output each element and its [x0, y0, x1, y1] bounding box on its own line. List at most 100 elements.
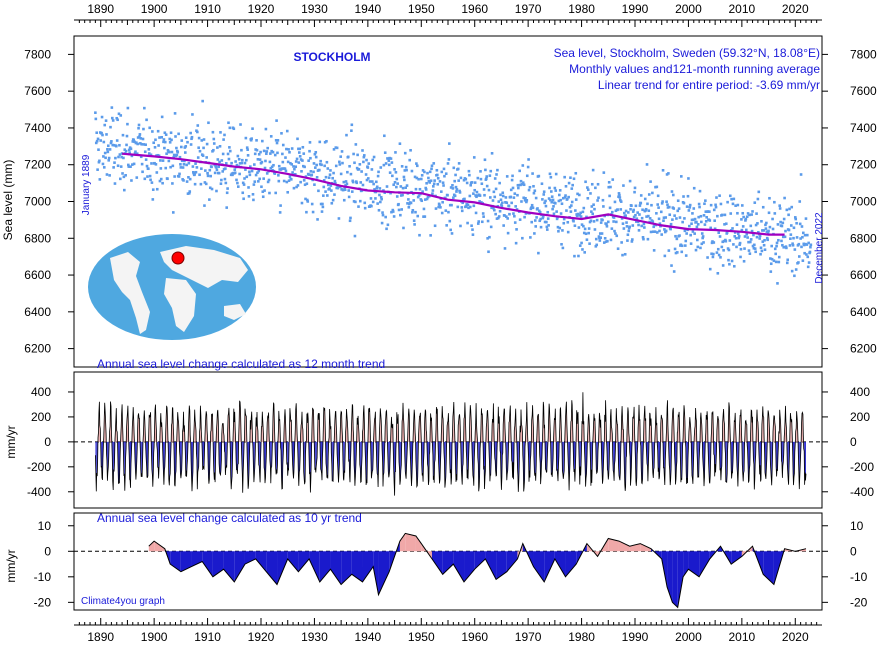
- monthly-sea-level-point: [193, 173, 196, 176]
- monthly-sea-level-point: [777, 255, 781, 259]
- monthly-sea-level-point: [416, 214, 420, 218]
- trend-10-yr-fill-segment: [378, 551, 390, 595]
- monthly-sea-level-point: [110, 106, 114, 109]
- monthly-sea-level-point: [178, 172, 181, 176]
- monthly-sea-level-point: [705, 215, 708, 219]
- panel-title-10-yr: Annual sea level change calculated as 10…: [97, 511, 362, 525]
- monthly-sea-level-point: [447, 158, 451, 161]
- monthly-sea-level-point: [275, 141, 279, 145]
- monthly-sea-level-point: [406, 202, 409, 205]
- monthly-sea-level-point: [669, 227, 672, 231]
- monthly-sea-level-point: [680, 175, 683, 178]
- monthly-sea-level-point: [226, 152, 230, 156]
- monthly-sea-level-point: [222, 138, 225, 141]
- monthly-sea-level-point: [208, 186, 212, 190]
- monthly-sea-level-point: [516, 193, 519, 197]
- monthly-sea-level-point: [790, 269, 794, 273]
- monthly-sea-level-point: [142, 143, 146, 146]
- monthly-sea-level-point: [459, 176, 463, 180]
- monthly-sea-level-point: [227, 157, 231, 161]
- monthly-sea-level-point: [113, 182, 117, 185]
- monthly-sea-level-point: [769, 262, 773, 266]
- monthly-sea-level-point: [563, 196, 567, 199]
- monthly-sea-level-point: [285, 129, 289, 133]
- monthly-sea-level-point: [601, 218, 604, 222]
- monthly-sea-level-point: [351, 180, 355, 184]
- monthly-sea-level-point: [293, 173, 297, 176]
- monthly-sea-level-point: [295, 185, 298, 189]
- monthly-sea-level-point: [439, 206, 442, 209]
- monthly-sea-level-point: [717, 231, 721, 235]
- monthly-sea-level-point: [761, 205, 765, 209]
- monthly-sea-level-point: [638, 204, 642, 207]
- monthly-sea-level-point: [733, 231, 737, 234]
- monthly-sea-level-point: [410, 169, 414, 173]
- monthly-sea-level-point: [389, 191, 392, 195]
- monthly-sea-level-point: [597, 235, 601, 238]
- monthly-sea-level-point: [667, 172, 670, 175]
- monthly-sea-level-point: [515, 208, 519, 211]
- monthly-sea-level-point: [419, 177, 423, 181]
- monthly-sea-level-point: [148, 126, 151, 130]
- monthly-sea-level-point: [98, 178, 102, 181]
- monthly-sea-level-point: [657, 217, 661, 221]
- trend-12-month-y-tick-label-left: -200: [27, 460, 51, 474]
- monthly-sea-level-point: [440, 170, 444, 174]
- monthly-sea-level-point: [372, 155, 376, 159]
- monthly-sea-level-point: [97, 160, 101, 164]
- monthly-sea-level-point: [269, 152, 272, 155]
- monthly-sea-level-point: [403, 178, 406, 182]
- trend-10-yr-y-tick-label-left: -10: [34, 570, 52, 584]
- monthly-sea-level-point: [157, 154, 161, 158]
- monthly-sea-level-point: [780, 239, 783, 243]
- monthly-sea-level-point: [95, 139, 99, 143]
- monthly-sea-level-point: [561, 229, 564, 232]
- monthly-sea-level-point: [289, 161, 292, 165]
- sea-level-y-tick-label-left: 6800: [24, 231, 51, 245]
- monthly-sea-level-point: [414, 210, 417, 214]
- monthly-sea-level-point: [732, 264, 736, 268]
- monthly-sea-level-point: [520, 200, 523, 203]
- monthly-sea-level-point: [687, 177, 690, 180]
- monthly-sea-level-point: [512, 196, 516, 199]
- monthly-sea-level-point: [727, 248, 731, 252]
- map-landmass-americas: [110, 252, 150, 334]
- monthly-sea-level-point: [590, 210, 593, 213]
- monthly-sea-level-point: [158, 136, 161, 139]
- monthly-sea-level-point: [464, 177, 468, 181]
- sea-level-y-tick-label-left: 7400: [24, 121, 51, 135]
- monthly-sea-level-point: [111, 143, 115, 147]
- monthly-sea-level-point: [546, 217, 550, 220]
- monthly-sea-level-point: [696, 245, 700, 249]
- monthly-sea-level-point: [493, 177, 497, 180]
- monthly-sea-level-point: [215, 168, 219, 172]
- monthly-sea-level-point: [247, 195, 251, 198]
- monthly-sea-level-point: [252, 198, 255, 202]
- monthly-sea-level-point: [191, 165, 195, 168]
- x-tick-label-bottom: 1920: [248, 630, 275, 644]
- monthly-sea-level-point: [584, 180, 587, 184]
- x-tick-label-top: 2020: [782, 2, 809, 16]
- monthly-sea-level-point: [467, 169, 471, 173]
- monthly-sea-level-point: [210, 165, 213, 169]
- monthly-sea-level-point: [134, 150, 137, 154]
- monthly-sea-level-point: [384, 162, 388, 165]
- monthly-sea-level-point: [123, 148, 127, 151]
- monthly-sea-level-point: [127, 165, 131, 168]
- monthly-sea-level-point: [177, 175, 181, 178]
- monthly-sea-level-point: [179, 166, 183, 169]
- monthly-sea-level-point: [680, 244, 684, 248]
- monthly-sea-level-point: [381, 213, 385, 217]
- trend-12-month-y-tick-label-left: -400: [27, 485, 51, 499]
- monthly-sea-level-point: [724, 239, 728, 243]
- monthly-sea-level-point: [319, 202, 323, 206]
- monthly-sea-level-point: [127, 148, 131, 152]
- monthly-sea-level-point: [477, 220, 481, 223]
- monthly-sea-level-point: [453, 179, 456, 183]
- monthly-sea-level-point: [269, 166, 273, 170]
- monthly-sea-level-point: [608, 194, 611, 198]
- monthly-sea-level-point: [236, 185, 240, 188]
- monthly-sea-level-point: [605, 224, 609, 228]
- monthly-sea-level-point: [262, 149, 266, 153]
- sea-level-y-tick-label-right: 7000: [850, 195, 877, 209]
